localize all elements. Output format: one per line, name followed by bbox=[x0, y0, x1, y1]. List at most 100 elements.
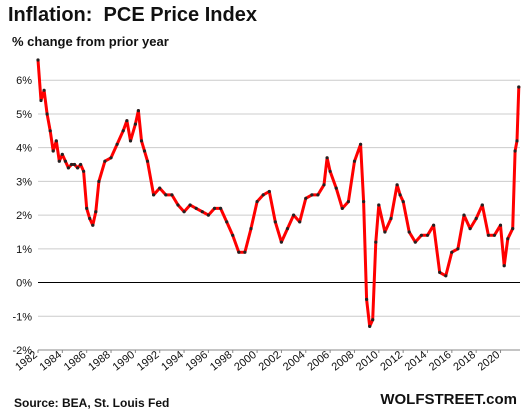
data-point bbox=[128, 139, 133, 143]
data-point bbox=[97, 179, 101, 183]
data-point bbox=[377, 203, 381, 207]
data-point bbox=[359, 142, 363, 146]
y-tick-label: -2% bbox=[12, 345, 32, 357]
data-point bbox=[515, 139, 519, 143]
data-point bbox=[249, 227, 253, 231]
x-tick-label: 1984 bbox=[38, 349, 65, 374]
y-tick-label: -1% bbox=[12, 311, 32, 323]
data-point bbox=[502, 264, 506, 268]
data-point bbox=[212, 206, 217, 210]
data-point bbox=[142, 149, 147, 153]
data-point bbox=[164, 193, 168, 197]
data-point bbox=[474, 216, 478, 221]
x-tick-label: 2000 bbox=[232, 349, 259, 374]
data-point bbox=[170, 193, 174, 197]
data-point bbox=[486, 233, 490, 237]
data-point bbox=[395, 183, 399, 187]
y-tick-label: 3% bbox=[16, 176, 32, 188]
data-point bbox=[133, 122, 137, 126]
data-point bbox=[316, 193, 320, 197]
data-point bbox=[261, 193, 265, 197]
data-point bbox=[109, 156, 113, 160]
data-point bbox=[298, 220, 302, 224]
data-point bbox=[136, 109, 140, 113]
data-point bbox=[444, 274, 448, 278]
data-point bbox=[255, 200, 259, 204]
data-point bbox=[304, 196, 308, 200]
data-point bbox=[152, 193, 156, 197]
x-tick-label: 2020 bbox=[476, 349, 503, 374]
data-point bbox=[72, 162, 77, 167]
data-point bbox=[425, 233, 430, 237]
x-tick-label: 2008 bbox=[330, 349, 357, 374]
data-point bbox=[200, 210, 204, 214]
data-point bbox=[383, 230, 387, 234]
y-tick-label: 0% bbox=[16, 278, 32, 290]
x-tick-label: 2004 bbox=[281, 349, 308, 374]
data-point bbox=[334, 186, 338, 190]
data-point bbox=[322, 183, 326, 187]
data-point bbox=[346, 200, 350, 204]
data-point bbox=[374, 240, 378, 244]
data-point bbox=[506, 237, 510, 241]
x-tick-label: 1988 bbox=[86, 349, 113, 374]
data-point bbox=[368, 324, 372, 328]
data-point bbox=[225, 220, 229, 224]
data-point bbox=[145, 159, 150, 163]
data-point bbox=[468, 227, 472, 231]
data-point bbox=[398, 193, 402, 197]
data-point bbox=[219, 206, 223, 210]
data-point bbox=[328, 169, 332, 173]
data-point bbox=[407, 230, 411, 234]
data-point bbox=[292, 213, 296, 217]
data-point bbox=[176, 203, 180, 207]
data-point bbox=[182, 210, 186, 214]
data-point bbox=[48, 129, 52, 133]
x-tick-label: 2006 bbox=[305, 349, 332, 374]
data-point bbox=[413, 240, 417, 244]
data-point bbox=[371, 318, 375, 322]
data-point bbox=[480, 203, 484, 207]
data-point bbox=[85, 206, 89, 210]
data-point bbox=[69, 162, 74, 167]
x-tick-label: 2010 bbox=[354, 349, 381, 374]
chart-title: Inflation: PCE Price Index bbox=[8, 4, 257, 26]
data-point bbox=[243, 250, 247, 254]
data-point bbox=[267, 189, 271, 194]
data-point bbox=[115, 142, 119, 146]
x-tick-label: 2018 bbox=[451, 349, 478, 374]
x-tick-label: 1996 bbox=[184, 349, 211, 374]
data-point bbox=[362, 200, 366, 204]
data-point bbox=[352, 159, 357, 163]
x-tick-label: 2002 bbox=[257, 349, 284, 374]
data-point bbox=[82, 169, 86, 173]
data-point bbox=[51, 149, 55, 153]
data-point bbox=[462, 213, 466, 217]
data-point bbox=[188, 203, 192, 207]
data-point bbox=[94, 210, 98, 214]
data-point bbox=[401, 200, 405, 204]
x-tick-label: 1986 bbox=[62, 349, 89, 374]
data-point bbox=[279, 240, 283, 244]
data-point bbox=[158, 186, 162, 190]
data-point bbox=[36, 58, 40, 62]
data-point bbox=[492, 233, 496, 237]
data-point bbox=[194, 206, 198, 210]
data-point bbox=[231, 233, 235, 237]
chart-subtitle: % change from prior year bbox=[12, 34, 169, 49]
x-tick-label: 1992 bbox=[135, 349, 162, 374]
data-point bbox=[54, 139, 58, 143]
data-point bbox=[103, 159, 107, 163]
data-point bbox=[237, 250, 241, 254]
data-point bbox=[273, 220, 277, 224]
data-point bbox=[139, 139, 144, 143]
data-point bbox=[79, 162, 83, 167]
data-point bbox=[513, 149, 517, 153]
y-tick-label: 5% bbox=[16, 109, 32, 121]
data-point bbox=[45, 112, 49, 116]
data-point bbox=[419, 233, 423, 237]
x-tick-label: 2012 bbox=[378, 349, 405, 374]
data-point bbox=[66, 166, 70, 170]
